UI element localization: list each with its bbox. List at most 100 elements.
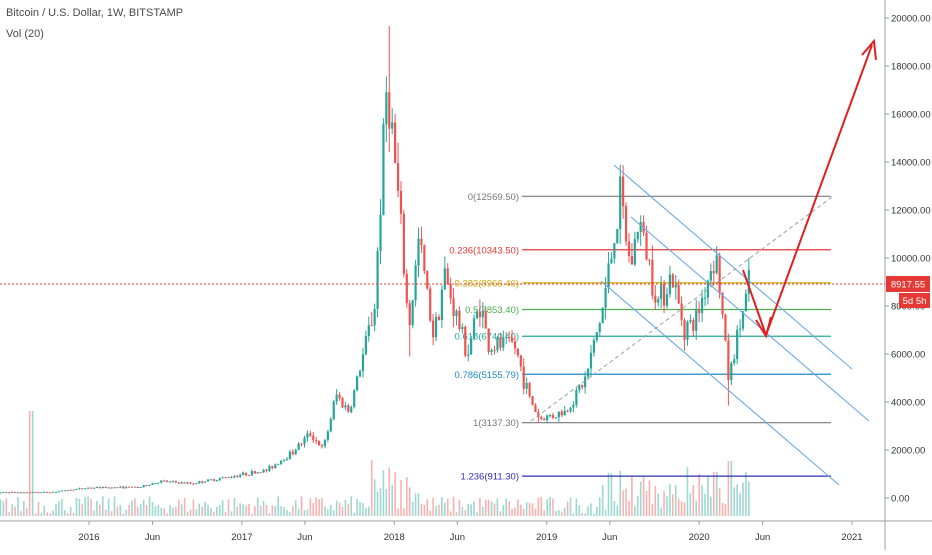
candle-body (443, 268, 446, 290)
candle-body (54, 491, 58, 493)
countdown-label: 5d 5h (903, 296, 927, 307)
candle-body (236, 476, 239, 478)
volume-bar (537, 497, 540, 516)
candle-body (63, 490, 66, 492)
volume-bar (531, 503, 534, 516)
volume-bar (426, 499, 429, 516)
volume-bar (294, 500, 297, 516)
volume-bar (432, 497, 434, 516)
volume-bar (283, 507, 285, 516)
volume-bar (58, 501, 60, 516)
candle-body (738, 328, 742, 330)
volume-bar (511, 509, 513, 516)
volume-bar (704, 493, 706, 516)
candle-body (288, 451, 291, 460)
volume-bar (581, 512, 584, 516)
volume-bar (14, 506, 16, 516)
candle-body (513, 341, 517, 349)
volume-bar (648, 480, 651, 516)
volume-bar (628, 500, 630, 516)
volume-bar (566, 501, 569, 516)
volume-bar (192, 499, 195, 516)
candle-body (382, 124, 385, 215)
volume-bar (177, 499, 180, 516)
time-tick-label: Jun (602, 532, 617, 543)
candle-body (136, 487, 139, 489)
volume-bar (701, 485, 703, 516)
arrow-up-head (861, 38, 877, 61)
candle-body (528, 383, 531, 397)
candle-body (145, 485, 148, 487)
candle-body (19, 492, 23, 494)
fib-level-label: 0.382(8966.40) (455, 278, 519, 289)
candle-body (353, 390, 356, 407)
volume-bar (373, 479, 376, 516)
volume-bar (400, 480, 402, 516)
volume-bar (610, 473, 613, 516)
candle-body (525, 383, 528, 389)
fib-level-label: 0.5(7853.40) (465, 305, 519, 316)
volume-bar (420, 503, 423, 516)
candle-body (130, 486, 134, 488)
candle-body (192, 483, 195, 485)
candle-body (519, 355, 522, 367)
candle-body (695, 309, 698, 331)
volume-bar (487, 499, 490, 516)
candle-body (171, 481, 175, 483)
candle-body (505, 336, 508, 338)
volume-bar (388, 467, 391, 516)
candle-body (309, 433, 312, 436)
volume-bar (40, 512, 43, 516)
candle-body (203, 481, 207, 483)
candle-body (233, 476, 236, 478)
candle-body (49, 492, 52, 494)
volume-bar (528, 502, 531, 516)
time-tick-label: 2021 (841, 532, 862, 543)
volume-bar (368, 506, 370, 516)
candle-body (586, 368, 590, 377)
candle-body (548, 415, 552, 417)
candle-body (531, 396, 534, 405)
channel-line (613, 164, 853, 370)
volume-bar (350, 496, 353, 516)
candle-body (633, 239, 636, 265)
candle-body (2, 492, 5, 494)
volume-bar (157, 505, 160, 516)
volume-bar (28, 411, 31, 516)
volume-bar (736, 484, 738, 516)
candle-body (493, 350, 496, 352)
candle-body (60, 490, 63, 492)
volume-bar (558, 510, 560, 516)
price-tick-label: 10000.00 (891, 254, 931, 265)
volume-bar (134, 498, 136, 516)
volume-bar (72, 512, 75, 516)
volume-bar (552, 498, 554, 516)
candle-body (338, 394, 341, 399)
candle-body (157, 482, 160, 484)
candle-body (127, 486, 131, 488)
volume-bar (362, 503, 364, 516)
volume-bar (271, 505, 274, 516)
candle-body (139, 486, 142, 488)
volume-bar (318, 499, 320, 516)
fib-level-label: 0.236(10343.50) (449, 245, 519, 256)
volume-bar (175, 507, 177, 516)
volume-bar (233, 497, 236, 516)
volume-bar (406, 477, 408, 516)
volume-bar (204, 501, 206, 516)
volume-bar (306, 509, 309, 516)
candle-body (639, 221, 642, 232)
volume-bar (660, 507, 662, 516)
volume-bar (81, 504, 84, 516)
candle-body (616, 229, 619, 244)
volume-bar (224, 512, 227, 516)
candle-body (537, 412, 540, 418)
price-tick-label: 6000.00 (891, 350, 925, 361)
volume-bars (0, 411, 750, 516)
volume-bar (674, 484, 677, 516)
candle-body (75, 489, 78, 491)
volume-bar (113, 496, 116, 516)
candle-body (610, 258, 613, 264)
